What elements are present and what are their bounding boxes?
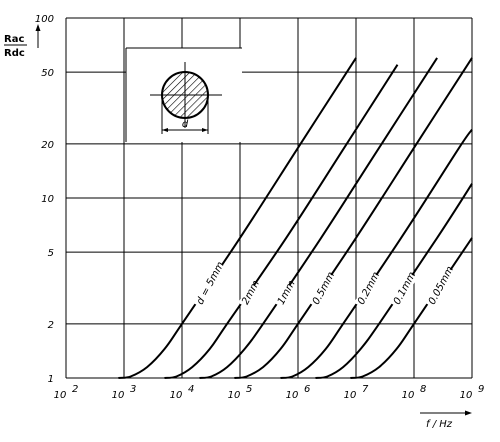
series-label-background: [425, 266, 455, 309]
wire-cross-section-inset: d: [125, 47, 242, 142]
series-label: 0.05mm: [427, 264, 456, 306]
series-line: [280, 129, 473, 379]
series-line: [234, 57, 473, 379]
x-tick-exponent: 2: [72, 384, 78, 395]
x-tick-label: 10: [286, 390, 299, 401]
series-label: 2mm: [240, 278, 262, 306]
series-label: 0.2mm: [356, 270, 382, 307]
y-tick-label: 5: [48, 248, 54, 259]
dimension-arrow-right: [202, 128, 208, 132]
y-tick-label: 2: [48, 320, 54, 331]
series-label-background: [390, 271, 418, 309]
y-tick-label: 50: [41, 68, 54, 79]
y-axis-title-denominator: Rdc: [4, 48, 25, 59]
x-tick-label: 10: [170, 390, 183, 401]
series-line: [118, 57, 357, 379]
y-axis-title-numerator: Rac: [4, 34, 24, 45]
series-label-group: 0.05mm: [425, 264, 456, 309]
x-tick-exponent: 9: [478, 384, 484, 395]
x-tick-label: 10: [112, 390, 125, 401]
x-tick-label: 10: [344, 390, 357, 401]
series-label-background: [193, 260, 226, 309]
series-line: [199, 57, 438, 379]
series-label: 1mm: [276, 278, 298, 306]
x-tick-label: 10: [228, 390, 241, 401]
series-label: 0.5mm: [311, 270, 337, 307]
x-tick-label: 10: [460, 390, 473, 401]
x-tick-exponent: 5: [246, 384, 252, 395]
series-label-group: d = 5mm: [193, 260, 227, 309]
y-tick-label: 20: [41, 140, 54, 151]
series-label: d = 5mm: [195, 260, 227, 307]
y-tick-label: 100: [35, 14, 54, 25]
curves: [118, 57, 473, 379]
dimension-arrow-left: [162, 128, 168, 132]
x-axis-arrowhead: [465, 410, 472, 416]
axis-titles: Rac Rdc f / Hz: [4, 24, 472, 430]
y-axis-arrowhead: [35, 24, 41, 31]
x-tick-label: 10: [54, 390, 67, 401]
series-line: [350, 237, 473, 379]
diameter-label: d: [182, 119, 189, 130]
x-tick-exponent: 8: [420, 384, 426, 395]
x-tick-exponent: 3: [130, 384, 136, 395]
series-line: [164, 64, 399, 379]
x-tick-label: 10: [402, 390, 415, 401]
series-label-group: 0.5mm: [309, 270, 337, 309]
series-label-background: [354, 271, 382, 309]
series-label-background: [238, 282, 260, 309]
series-label-background: [274, 282, 296, 309]
series-label-group: 0.2mm: [354, 270, 382, 309]
series-label-background: [309, 271, 337, 309]
series-line: [315, 183, 473, 379]
x-tick-exponent: 7: [362, 384, 369, 395]
y-tick-label: 1: [48, 374, 54, 385]
y-tick-label: 10: [41, 194, 54, 205]
x-tick-exponent: 6: [304, 384, 310, 395]
x-tick-exponent: 4: [188, 384, 194, 395]
series-label-group: 2mm: [238, 278, 262, 309]
x-axis-title: f / Hz: [426, 419, 453, 430]
series-label-group: 1mm: [274, 278, 298, 309]
